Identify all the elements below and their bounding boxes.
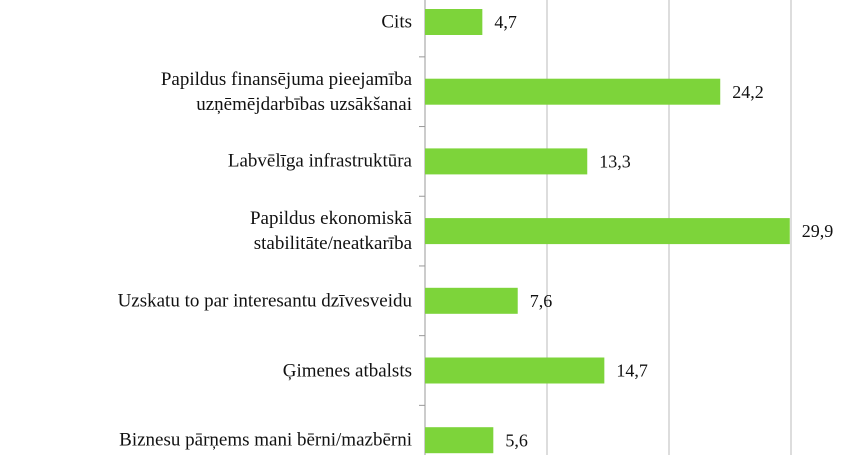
bar (425, 357, 605, 384)
value-label: 24,2 (732, 82, 764, 102)
category-label: Biznesu pārņems mani bērni/mazbērni (119, 429, 412, 451)
bar (425, 287, 518, 314)
category-label: Uzskatu to par interesantu dzīvesveidu (117, 290, 412, 312)
value-label: 5,6 (505, 430, 528, 450)
category-label: Papildus ekonomiskā stabilitāte/neatkarī… (249, 208, 412, 255)
bar (425, 9, 483, 35)
category-label: Papildus finansējuma pieejamība uzņēmējd… (160, 68, 412, 115)
category-label: Labvēlīga infrastruktūra (227, 150, 412, 172)
value-label: 29,9 (802, 221, 834, 241)
category-label: Cits (381, 11, 412, 33)
bar (425, 78, 721, 105)
value-label: 13,3 (599, 152, 631, 172)
bar (425, 427, 494, 454)
bar (425, 148, 588, 175)
value-label: 7,6 (530, 291, 553, 311)
value-label: 4,7 (494, 12, 516, 32)
bar (425, 218, 790, 245)
category-label: Ģimenes atbalsts (282, 360, 412, 381)
value-label: 14,7 (616, 361, 648, 381)
